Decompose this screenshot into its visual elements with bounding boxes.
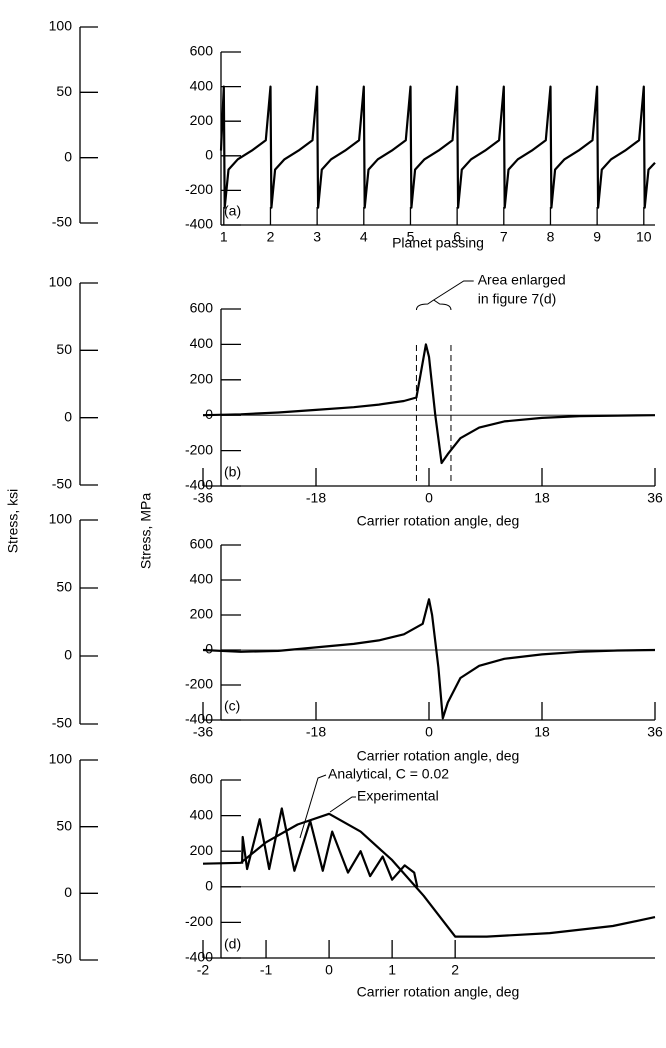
y-tick-label: -400 <box>185 477 213 493</box>
x-tick-label: 18 <box>534 724 550 740</box>
y-tick-label: 400 <box>190 77 214 93</box>
range-brace <box>415 299 452 311</box>
y-tick-label: 200 <box>190 842 214 858</box>
y2-tick-label: 100 <box>49 511 73 527</box>
x-tick-label: -36 <box>193 724 213 740</box>
annotation-text: Area enlarged <box>478 272 566 288</box>
x-tick-label: 1 <box>388 962 396 978</box>
panel-label: (c) <box>224 698 240 714</box>
y-tick-label: -200 <box>185 181 213 197</box>
x-tick-label: -1 <box>260 962 273 978</box>
y-tick-label: -400 <box>185 216 213 232</box>
y-tick-label: 600 <box>190 771 214 787</box>
x-axis-title: Planet passing <box>392 235 484 251</box>
y-tick-label: 400 <box>190 335 214 351</box>
panel-label: (b) <box>224 464 241 480</box>
y-tick-label: 0 <box>205 147 213 163</box>
x-tick-label: 2 <box>267 229 275 245</box>
label-leader <box>329 796 356 813</box>
y2-tick-label: 0 <box>64 148 72 164</box>
series-line <box>202 598 656 720</box>
y-tick-label: 200 <box>190 112 214 128</box>
y2-tick-label: 100 <box>49 18 73 34</box>
x-tick-label: 36 <box>647 490 663 506</box>
series-line <box>219 85 656 209</box>
x-tick-label: 36 <box>647 724 663 740</box>
y-tick-label: -400 <box>185 949 213 965</box>
y-tick-label: 400 <box>190 806 214 822</box>
label-leader <box>299 774 327 839</box>
y2-tick-label: 0 <box>64 408 72 424</box>
x-axis-title: Carrier rotation angle, deg <box>357 748 520 764</box>
y2-tick-label: -50 <box>52 951 72 967</box>
annotation-text: in figure 7(d) <box>478 291 557 307</box>
panel-label: (a) <box>224 203 241 219</box>
x-tick-label: -18 <box>306 490 326 506</box>
panel-label: (d) <box>224 936 241 952</box>
y2-tick-label: -50 <box>52 476 72 492</box>
x-tick-label: 4 <box>360 229 368 245</box>
series-line <box>241 807 419 888</box>
x-tick-label: 2 <box>451 962 459 978</box>
x-tick-label: 8 <box>547 229 555 245</box>
y-tick-label: -400 <box>185 711 213 727</box>
x-axis-title: Carrier rotation angle, deg <box>357 984 520 1000</box>
y-tick-label: -200 <box>185 441 213 457</box>
x-tick-label: 0 <box>325 962 333 978</box>
x-tick-label: -2 <box>197 962 210 978</box>
y-tick-label: 600 <box>190 536 214 552</box>
y2-tick-label: 50 <box>56 579 72 595</box>
y2-tick-label: -50 <box>52 715 72 731</box>
y2-tick-label: 100 <box>49 751 73 767</box>
x-tick-label: -36 <box>193 490 213 506</box>
x-tick-label: 1 <box>220 229 228 245</box>
y-tick-label: -200 <box>185 913 213 929</box>
y-tick-label: 600 <box>190 43 214 59</box>
series-line <box>202 812 656 938</box>
y-tick-label: 600 <box>190 300 214 316</box>
y-tick-label: 200 <box>190 606 214 622</box>
y2-tick-label: 0 <box>64 647 72 663</box>
y2-tick-label: 100 <box>49 274 73 290</box>
y2-tick-label: 50 <box>56 341 72 357</box>
y-tick-label: 0 <box>205 406 213 422</box>
y-axis-title: Stress, MPa <box>138 493 154 569</box>
x-tick-label: 9 <box>593 229 601 245</box>
y2-axis-title: Stress, ksi <box>5 489 21 554</box>
y2-tick-label: 50 <box>56 817 72 833</box>
series-line <box>202 343 656 465</box>
y-tick-label: 200 <box>190 371 214 387</box>
x-tick-label: -18 <box>306 724 326 740</box>
x-axis-title: Carrier rotation angle, deg <box>357 513 520 529</box>
y-tick-label: -200 <box>185 676 213 692</box>
y2-tick-label: 0 <box>64 884 72 900</box>
x-tick-label: 0 <box>425 724 433 740</box>
y2-tick-label: -50 <box>52 214 72 230</box>
series-label: Experimental <box>357 788 439 804</box>
x-tick-label: 10 <box>636 229 652 245</box>
x-tick-label: 3 <box>313 229 321 245</box>
y-tick-label: 400 <box>190 571 214 587</box>
series-label: Analytical, C = 0.02 <box>328 766 449 782</box>
y-tick-label: 0 <box>205 641 213 657</box>
y-tick-label: 0 <box>205 878 213 894</box>
x-tick-label: 0 <box>425 490 433 506</box>
x-tick-label: 18 <box>534 490 550 506</box>
x-tick-label: 6 <box>453 229 461 245</box>
x-tick-label: 7 <box>500 229 508 245</box>
x-tick-label: 5 <box>407 229 415 245</box>
y2-tick-label: 50 <box>56 83 72 99</box>
annotation-leader <box>433 280 474 301</box>
